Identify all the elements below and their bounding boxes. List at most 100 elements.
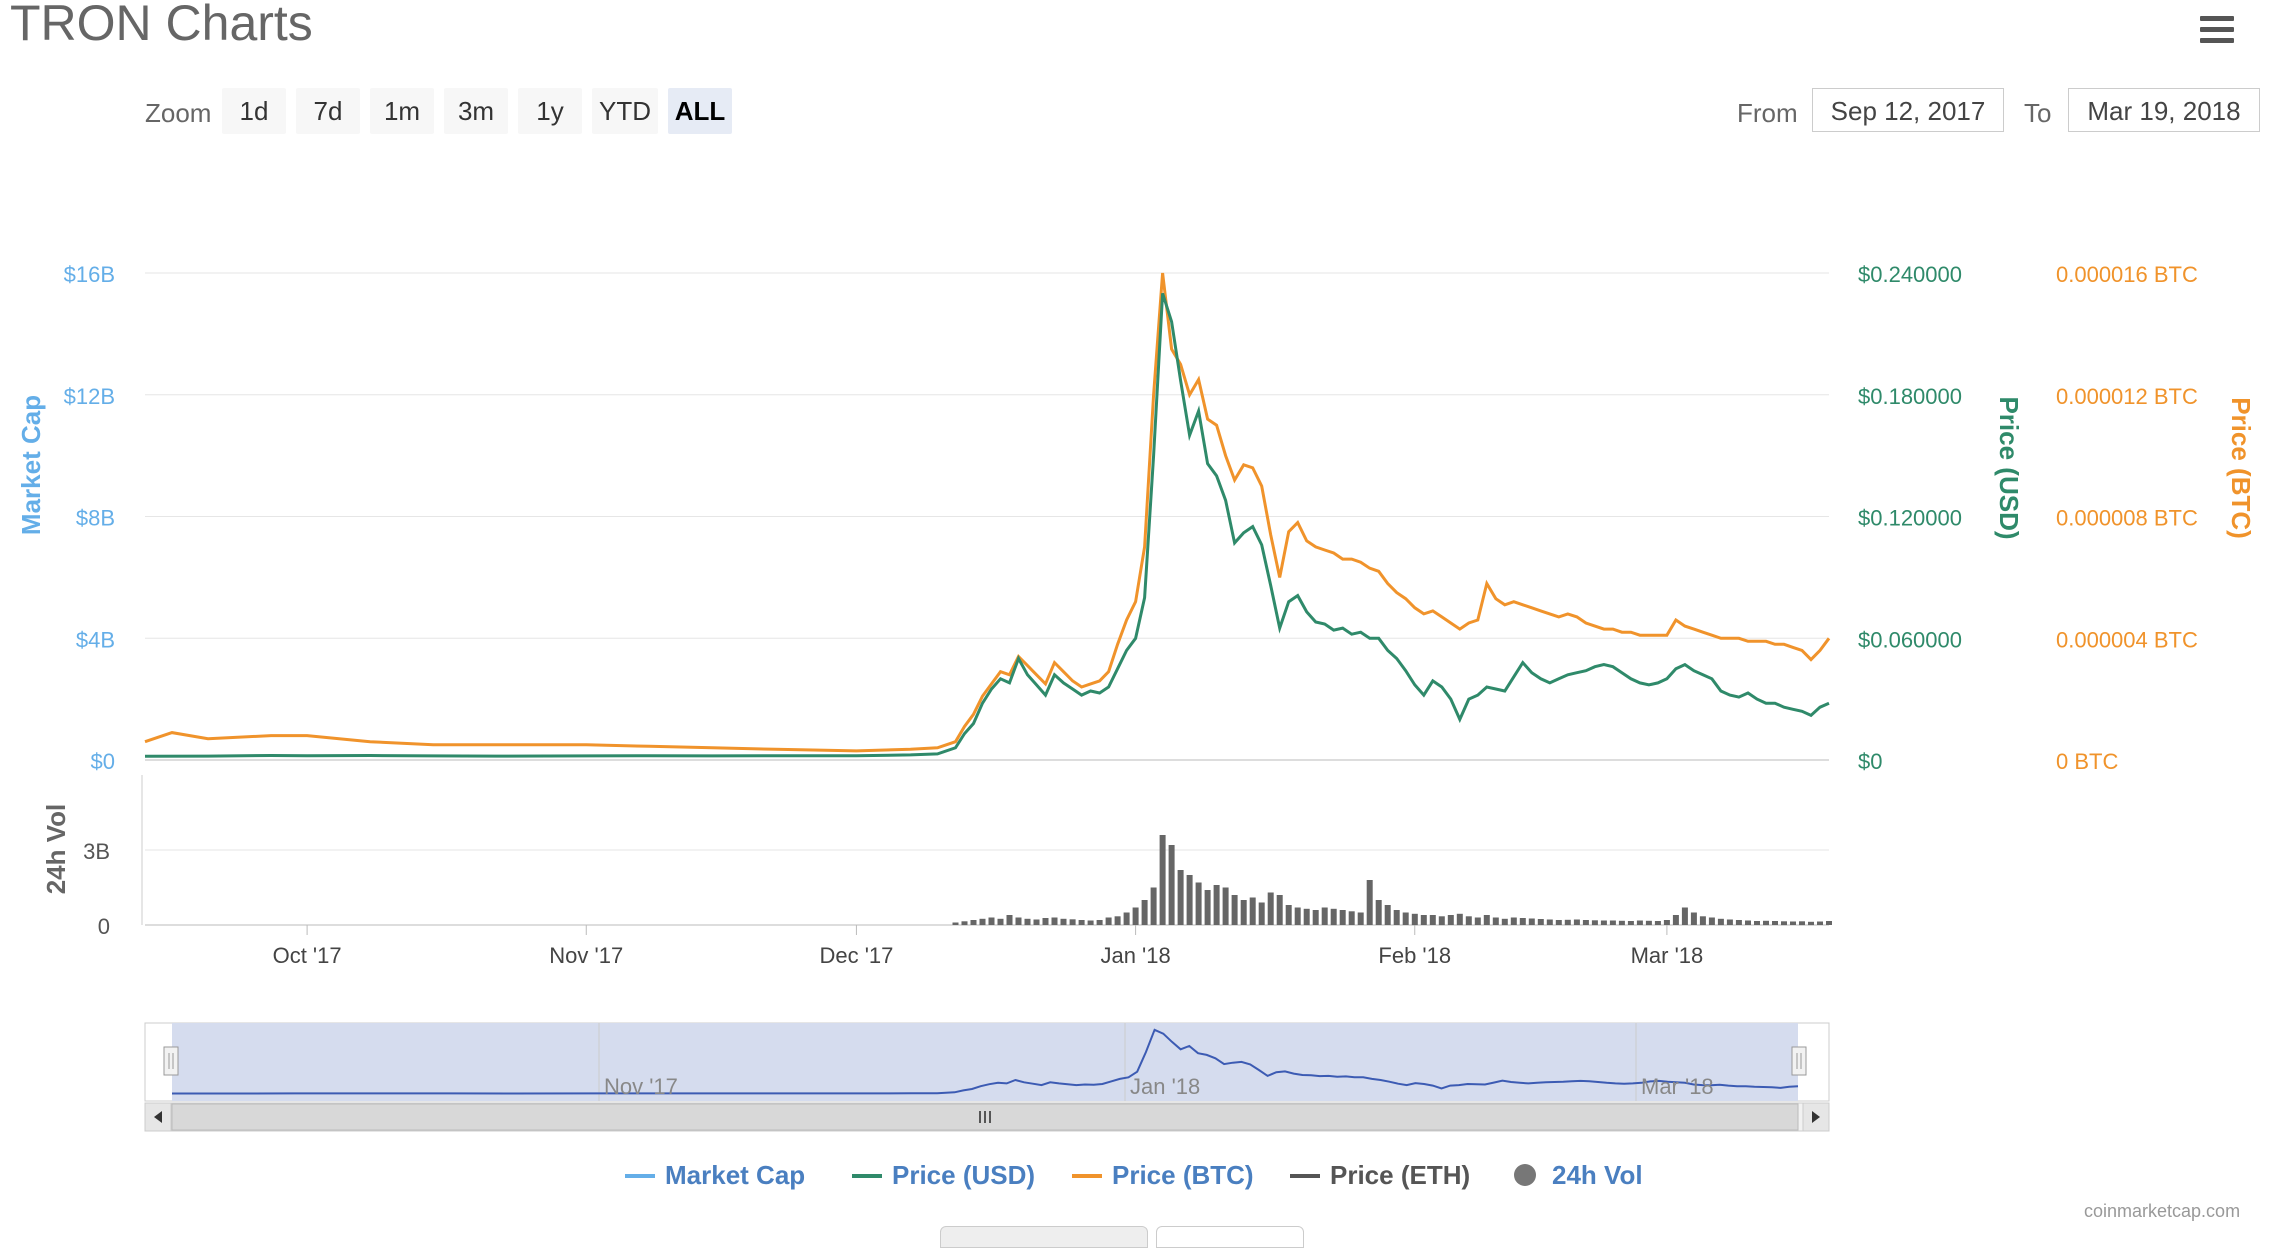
volume-bar <box>1087 920 1094 925</box>
left-tick-label: $4B <box>76 627 115 652</box>
volume-bar <box>1600 920 1607 925</box>
volume-bar <box>1069 919 1076 926</box>
from-date-input[interactable]: Sep 12, 2017 <box>1812 88 2004 132</box>
volume-bar <box>1231 895 1238 925</box>
axis-labels: $0 $0 0 BTC $4B $0.060000 0.000004 BTC $8B $0.1… <box>64 262 2198 968</box>
volume-bar <box>1339 910 1346 925</box>
volume-bar <box>1348 911 1355 925</box>
to-label: To <box>2024 98 2052 128</box>
zoom-1y-button[interactable]: 1y <box>518 88 582 134</box>
navigator-selection[interactable] <box>172 1023 1798 1101</box>
volume-bar <box>1690 912 1697 925</box>
volume-bar <box>1060 918 1067 926</box>
usd-axis-title: Price (USD) <box>1994 396 2024 539</box>
menu-icon <box>2200 16 2234 21</box>
arrow-right-icon <box>1812 1111 1820 1123</box>
volume-bar <box>1420 915 1427 925</box>
volume-bar <box>1366 880 1373 925</box>
navigator-left-handle[interactable] <box>163 1046 179 1076</box>
volume-bar <box>1645 920 1652 926</box>
zoom-ytd-button[interactable]: YTD <box>592 88 658 134</box>
volume-bar <box>1303 908 1310 926</box>
legend-label: Price (ETH) <box>1330 1160 1471 1190</box>
volume-bar <box>1429 915 1436 925</box>
scrollbar[interactable] <box>144 1102 1830 1132</box>
volume-bar <box>1672 915 1679 925</box>
price-btc-line <box>144 272 1831 753</box>
x-tick-label: Dec '17 <box>819 943 893 968</box>
volume-bar <box>1195 882 1202 925</box>
volume-bar <box>1267 892 1274 925</box>
zoom-1m-button[interactable]: 1m <box>370 88 434 134</box>
volume-bar <box>1177 870 1184 925</box>
zoom-1d-button[interactable]: 1d <box>222 88 286 134</box>
volume-bar <box>1546 919 1553 925</box>
x-tick-label: Feb '18 <box>1378 943 1451 968</box>
volume-bar <box>1141 900 1148 925</box>
navigator-right-handle[interactable] <box>1791 1046 1807 1076</box>
volume-bar <box>1375 900 1382 925</box>
volume-bar <box>979 918 986 926</box>
vol-axis-title: 24h Vol <box>41 804 71 895</box>
volume-bar <box>1393 910 1400 925</box>
btc-tick-label: 0 BTC <box>2056 749 2118 774</box>
volume-bar <box>1826 921 1832 925</box>
volume-bar <box>1501 918 1508 926</box>
navigator[interactable]: Nov '17 Jan '18 Mar '18 <box>144 1022 1830 1102</box>
volume-bar <box>1096 920 1103 925</box>
volume-bar <box>1564 919 1571 926</box>
left-tick-label: $0 <box>91 749 115 774</box>
grid <box>141 272 1829 935</box>
btc-axis-title: Price (BTC) <box>2226 397 2256 539</box>
volume-bar <box>961 921 968 926</box>
price-chart: $0 $0 0 BTC $4B $0.060000 0.000004 BTC $8B $0.1… <box>16 262 2256 1132</box>
nav-tick-label: Jan '18 <box>1130 1074 1200 1099</box>
volume-bar <box>1790 921 1796 925</box>
zoom-7d-button[interactable]: 7d <box>296 88 360 134</box>
tab-table[interactable] <box>1156 1226 1304 1248</box>
credit-link[interactable]: coinmarketcap.com <box>2084 1201 2241 1221</box>
volume-bar <box>1528 918 1535 925</box>
volume-bar <box>1745 920 1751 925</box>
legend-label: Market Cap <box>665 1160 806 1190</box>
volume-bar <box>1042 918 1049 925</box>
volume-bar <box>1537 919 1544 925</box>
legend-line-icon <box>625 1174 655 1178</box>
volume-bar <box>1492 917 1499 925</box>
volume-bar <box>1519 918 1526 925</box>
navigator-line <box>172 1028 1799 1095</box>
zoom-all-button[interactable]: ALL <box>668 88 732 134</box>
chart-menu-button[interactable] <box>2196 10 2240 54</box>
usd-tick-label: $0 <box>1858 749 1882 774</box>
volume-bar <box>1222 887 1229 925</box>
usd-tick-label: $0.060000 <box>1858 627 1962 652</box>
legend-line-icon <box>1072 1174 1102 1178</box>
volume-bar <box>1078 920 1085 925</box>
btc-tick-label: 0.000008 BTC <box>2056 506 2198 531</box>
volume-bar <box>1276 895 1283 925</box>
volume-bar <box>1483 915 1490 925</box>
volume-bar <box>1582 920 1589 925</box>
zoom-3m-button[interactable]: 3m <box>444 88 508 134</box>
tab-chart[interactable] <box>940 1226 1148 1248</box>
to-date-input[interactable]: Mar 19, 2018 <box>2068 88 2260 132</box>
volume-bar <box>1817 921 1823 925</box>
volume-bar <box>1240 900 1247 925</box>
volume-bar <box>1384 905 1391 925</box>
handle-box[interactable] <box>1791 1046 1807 1076</box>
volume-bar <box>1627 921 1634 925</box>
scrollbar-thumb[interactable] <box>171 1103 1799 1131</box>
volume-bar <box>1609 920 1616 925</box>
handle-box[interactable] <box>163 1046 179 1076</box>
volume-bar <box>1681 907 1688 925</box>
volume-bar <box>1781 921 1787 926</box>
volume-bar <box>1618 920 1625 926</box>
volume-bar <box>952 922 959 925</box>
legend-line-icon <box>852 1174 882 1178</box>
usd-tick-label: $0.180000 <box>1858 384 1962 409</box>
left-tick-label: $16B <box>64 262 115 287</box>
volume-bar <box>1051 917 1058 925</box>
volume-bar <box>1438 916 1445 926</box>
arrow-left-icon <box>154 1111 162 1123</box>
vol-tick-label: 0 <box>98 914 110 939</box>
